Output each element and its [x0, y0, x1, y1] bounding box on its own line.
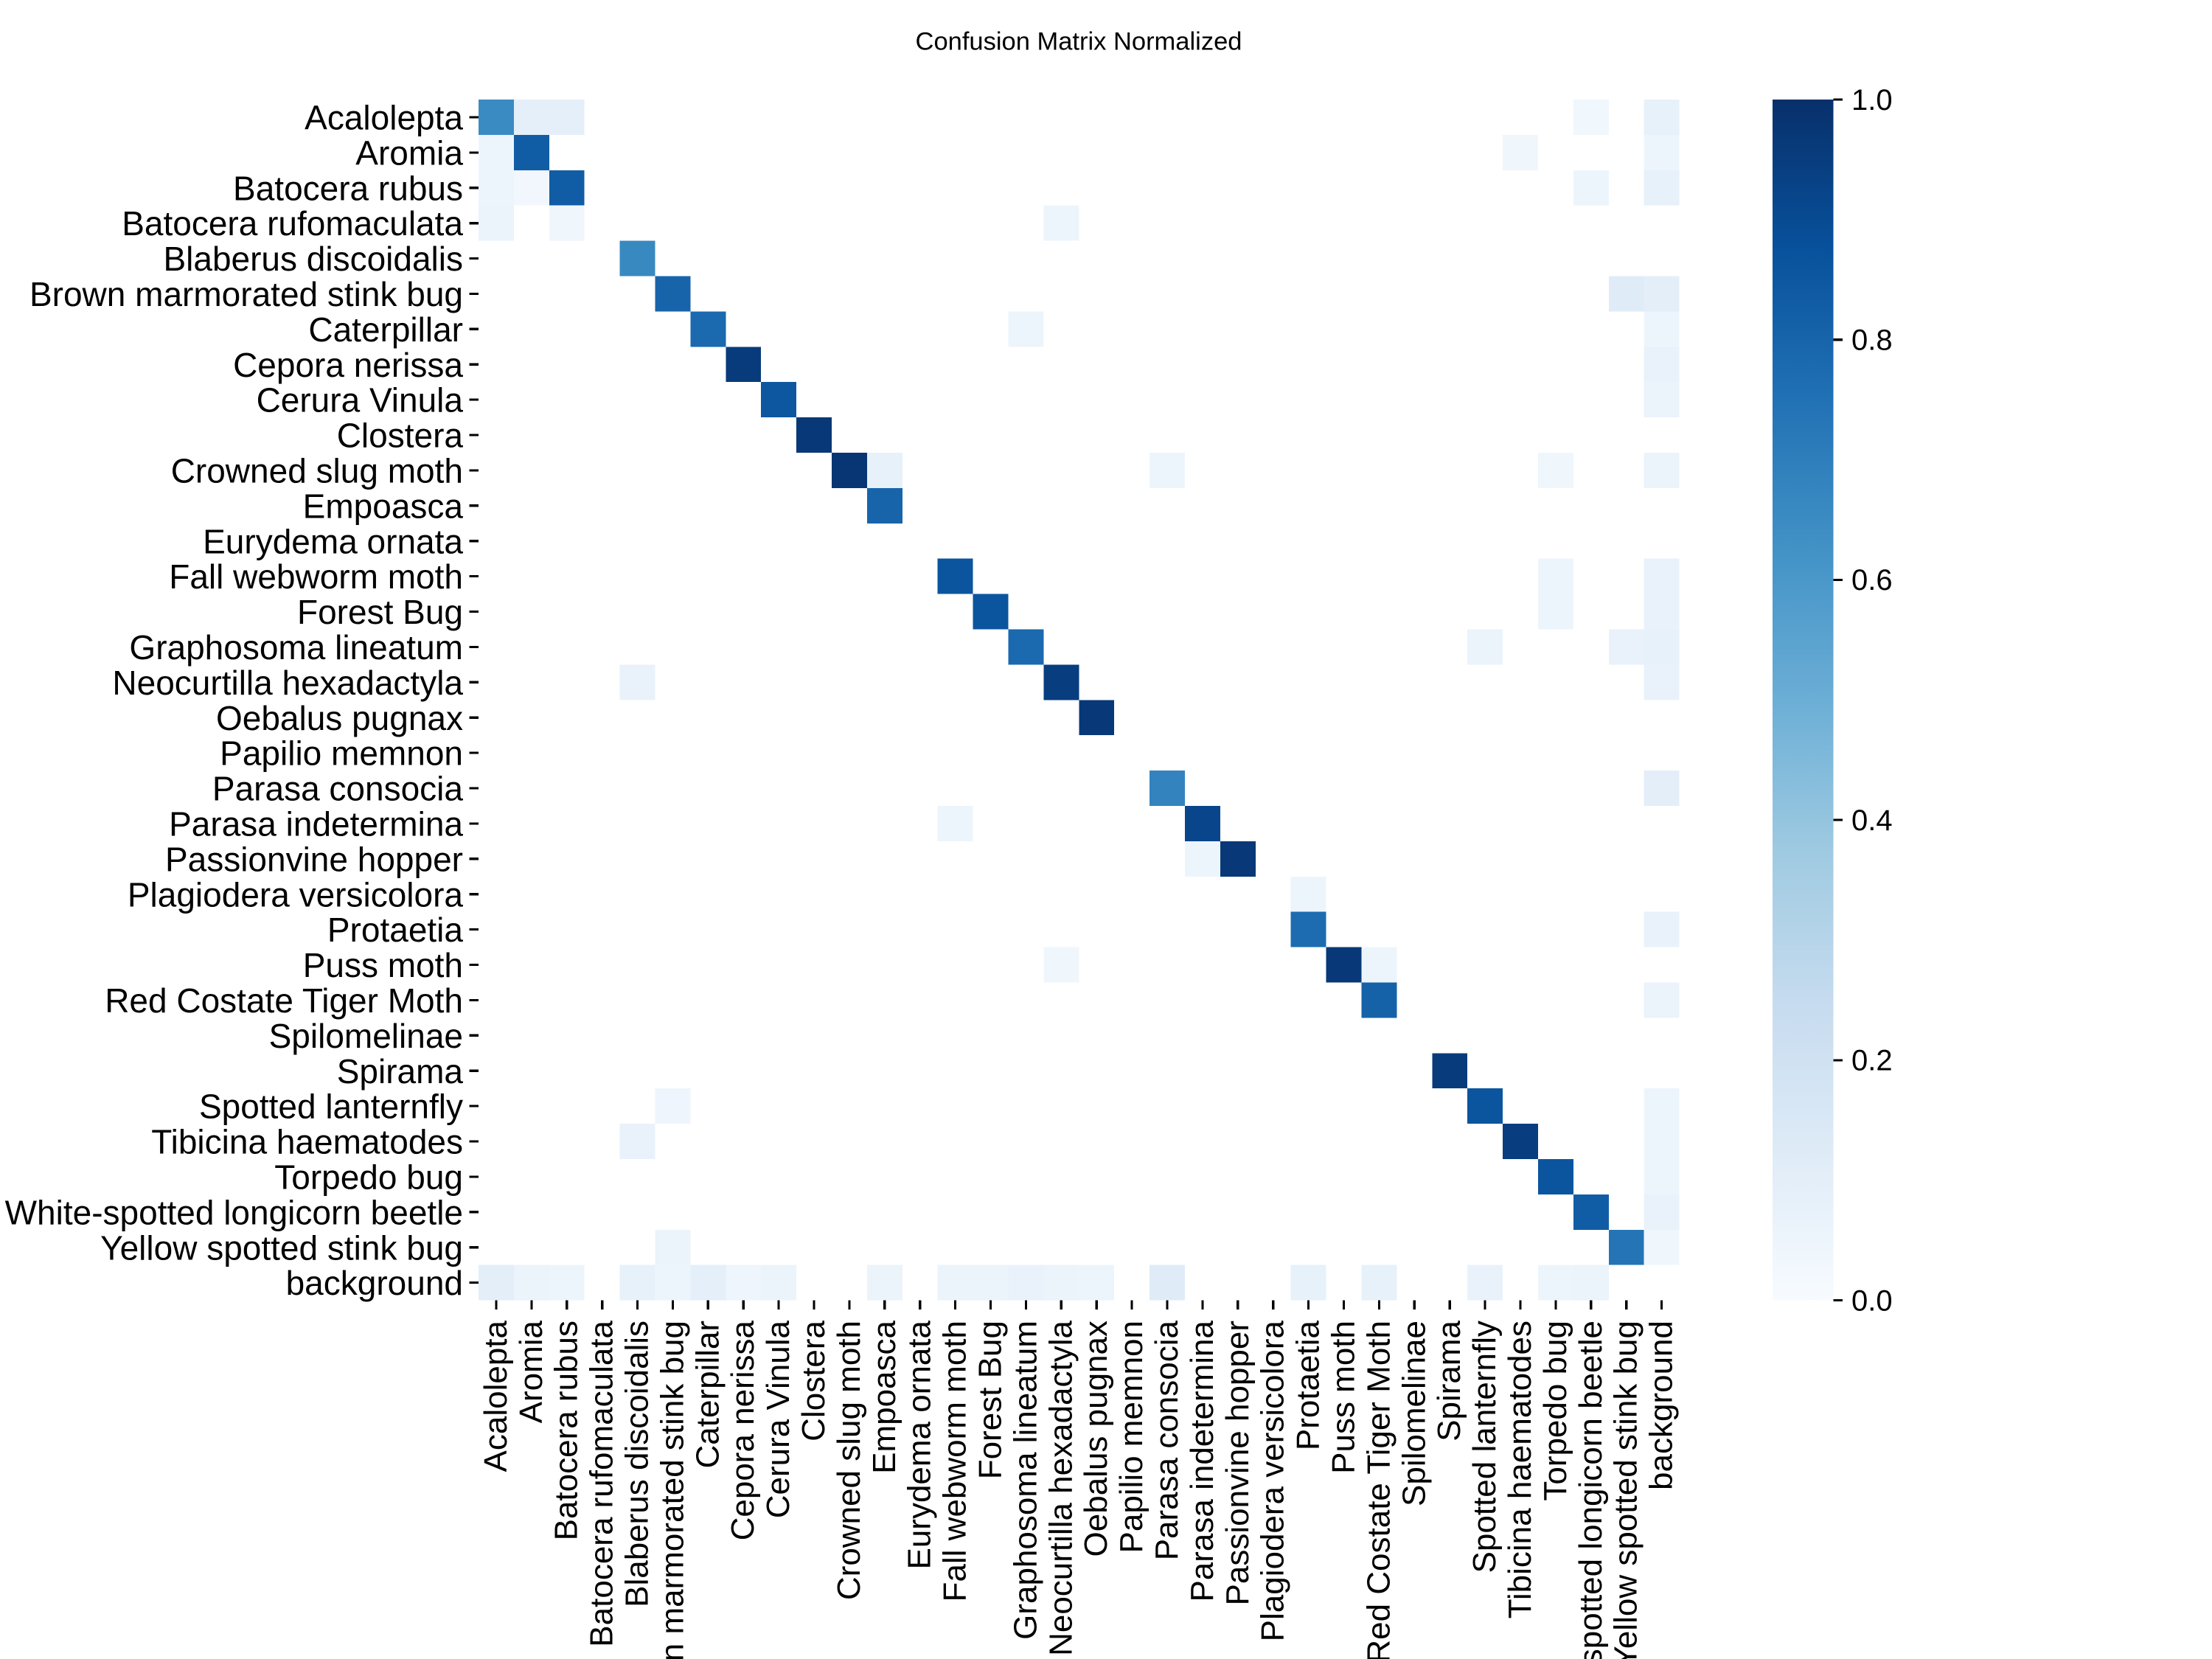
svg-text:Plagiodera versicolora: Plagiodera versicolora — [1255, 1320, 1291, 1641]
svg-text:Spilomelinae: Spilomelinae — [269, 1017, 463, 1055]
svg-text:Parasa consocia: Parasa consocia — [212, 770, 463, 808]
svg-text:Cepora nerissa: Cepora nerissa — [725, 1320, 761, 1540]
svg-text:Blaberus discoidalis: Blaberus discoidalis — [619, 1321, 655, 1607]
svg-text:0.2: 0.2 — [1851, 1045, 1893, 1077]
svg-text:background: background — [1644, 1321, 1680, 1490]
svg-text:Clostera: Clostera — [337, 417, 464, 455]
svg-text:Papilio memnon: Papilio memnon — [220, 734, 463, 773]
svg-text:White-spotted longicorn beetle: White-spotted longicorn beetle — [1573, 1321, 1609, 1659]
svg-text:Graphosoma lineatum: Graphosoma lineatum — [1007, 1321, 1043, 1640]
svg-text:0.4: 0.4 — [1851, 804, 1893, 837]
svg-text:Brown marmorated stink bug: Brown marmorated stink bug — [29, 275, 463, 313]
svg-text:Aromia: Aromia — [513, 1320, 549, 1423]
svg-text:Parasa indetermina: Parasa indetermina — [1184, 1320, 1220, 1601]
svg-text:Oebalus pugnax: Oebalus pugnax — [1078, 1321, 1114, 1557]
svg-text:Blaberus discoidalis: Blaberus discoidalis — [163, 240, 463, 278]
svg-text:0.0: 0.0 — [1851, 1284, 1893, 1317]
svg-text:Forest Bug: Forest Bug — [973, 1321, 1009, 1479]
svg-text:Tibicina haematodes: Tibicina haematodes — [1502, 1321, 1538, 1618]
svg-text:Papilio memnon: Papilio memnon — [1113, 1321, 1150, 1554]
svg-text:Batocera rufomaculata: Batocera rufomaculata — [122, 204, 463, 243]
svg-text:Cerura Vinula: Cerura Vinula — [257, 381, 464, 420]
svg-text:Eurydema ornata: Eurydema ornata — [902, 1320, 938, 1569]
svg-text:background: background — [286, 1264, 463, 1302]
svg-text:Red Costate Tiger Moth: Red Costate Tiger Moth — [105, 981, 463, 1020]
svg-text:Parasa consocia: Parasa consocia — [1149, 1320, 1185, 1560]
svg-text:0.6: 0.6 — [1851, 564, 1893, 597]
svg-text:Cepora nerissa: Cepora nerissa — [233, 346, 463, 384]
svg-text:Plagiodera versicolora: Plagiodera versicolora — [128, 875, 464, 914]
svg-text:Acalolepta: Acalolepta — [305, 99, 463, 137]
svg-text:Protaetia: Protaetia — [327, 911, 464, 949]
svg-text:Crowned slug moth: Crowned slug moth — [831, 1321, 867, 1600]
svg-text:Red Costate Tiger Moth: Red Costate Tiger Moth — [1360, 1321, 1397, 1659]
svg-text:Spirama: Spirama — [1431, 1320, 1467, 1441]
svg-text:Batocera rufomaculata: Batocera rufomaculata — [584, 1320, 620, 1646]
svg-text:Empoasca: Empoasca — [303, 487, 464, 525]
svg-text:0.8: 0.8 — [1851, 324, 1893, 356]
svg-text:White-spotted longicorn beetle: White-spotted longicorn beetle — [5, 1193, 463, 1231]
svg-text:Oebalus pugnax: Oebalus pugnax — [216, 699, 463, 737]
svg-text:Batocera rubus: Batocera rubus — [549, 1321, 585, 1540]
svg-text:Cerura Vinula: Cerura Vinula — [760, 1320, 796, 1518]
svg-text:Tibicina haematodes: Tibicina haematodes — [151, 1123, 463, 1161]
svg-text:Graphosoma lineatum: Graphosoma lineatum — [129, 628, 463, 667]
svg-text:Neocurtilla hexadactyla: Neocurtilla hexadactyla — [112, 664, 463, 702]
svg-text:Spotted lanternfly: Spotted lanternfly — [199, 1088, 463, 1126]
svg-text:Torpedo bug: Torpedo bug — [274, 1158, 463, 1196]
svg-text:Eurydema ornata: Eurydema ornata — [203, 522, 463, 560]
svg-text:Yellow spotted stink bug: Yellow spotted stink bug — [1608, 1321, 1644, 1659]
svg-text:Forest Bug: Forest Bug — [297, 593, 463, 631]
svg-text:Parasa indetermina: Parasa indetermina — [169, 804, 463, 843]
svg-text:Clostera: Clostera — [796, 1320, 832, 1441]
svg-text:Fall webworm moth: Fall webworm moth — [169, 557, 463, 596]
svg-text:Acalolepta: Acalolepta — [478, 1320, 514, 1472]
svg-text:Confusion Matrix Normalized: Confusion Matrix Normalized — [916, 28, 1242, 56]
svg-text:1.0: 1.0 — [1851, 84, 1893, 116]
svg-text:Neocurtilla hexadactyla: Neocurtilla hexadactyla — [1043, 1320, 1079, 1655]
svg-text:Empoasca: Empoasca — [866, 1320, 902, 1473]
svg-text:Puss moth: Puss moth — [303, 946, 463, 984]
svg-text:Caterpillar: Caterpillar — [308, 310, 463, 349]
svg-text:Crowned slug moth: Crowned slug moth — [171, 452, 463, 490]
svg-text:Caterpillar: Caterpillar — [689, 1321, 726, 1469]
svg-text:Puss moth: Puss moth — [1326, 1321, 1362, 1474]
svg-text:Passionvine hopper: Passionvine hopper — [1220, 1321, 1256, 1605]
svg-text:Passionvine hopper: Passionvine hopper — [165, 840, 463, 878]
svg-text:Protaetia: Protaetia — [1290, 1320, 1326, 1450]
svg-text:Spilomelinae: Spilomelinae — [1396, 1321, 1432, 1506]
svg-text:Brown marmorated stink bug: Brown marmorated stink bug — [654, 1321, 690, 1659]
svg-text:Torpedo bug: Torpedo bug — [1537, 1321, 1573, 1501]
svg-text:Spirama: Spirama — [337, 1052, 464, 1091]
svg-text:Spotted lanternfly: Spotted lanternfly — [1467, 1321, 1503, 1573]
svg-text:Fall webworm moth: Fall webworm moth — [937, 1321, 973, 1601]
svg-text:Yellow spotted stink bug: Yellow spotted stink bug — [100, 1228, 463, 1267]
svg-text:Aromia: Aromia — [355, 133, 463, 172]
svg-text:Batocera rubus: Batocera rubus — [233, 169, 463, 207]
